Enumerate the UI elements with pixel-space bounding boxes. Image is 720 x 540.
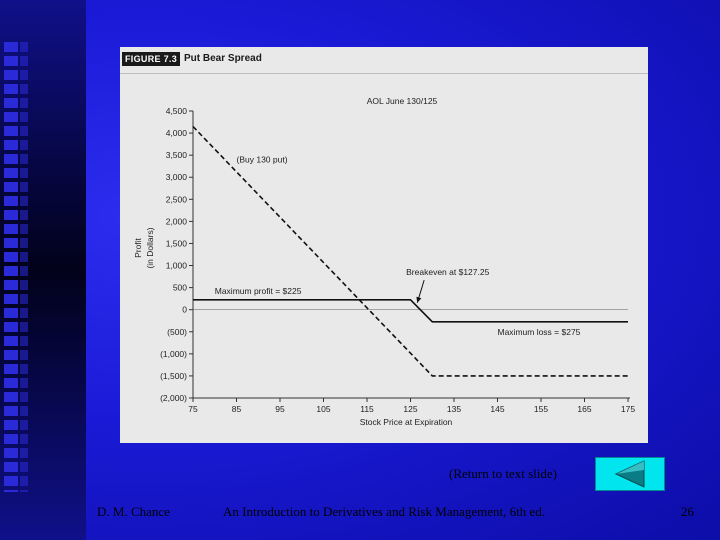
x-tick-label: 155 [534, 404, 548, 414]
y-tick-label: 4,000 [166, 128, 188, 138]
footer-author: D. M. Chance [97, 504, 170, 519]
y-axis-label: Profit (in Dollars) [133, 227, 155, 268]
x-tick-label: 105 [316, 404, 330, 414]
y-tick-label: 1,000 [166, 261, 188, 271]
y-tick-label: 500 [173, 283, 187, 293]
x-tick-label: 95 [275, 404, 285, 414]
y-tick-label: 2,500 [166, 194, 188, 204]
x-tick-label: 75 [188, 404, 198, 414]
y-tick-label: (2,000) [160, 393, 187, 403]
x-axis-label: Stock Price at Expiration [360, 417, 453, 427]
y-tick-label: (1,500) [160, 371, 187, 381]
back-arrow-icon [614, 460, 645, 488]
x-tick-label: 115 [360, 404, 374, 414]
footer-book-title: An Introduction to Derivatives and Risk … [223, 504, 546, 519]
return-to-text-slide-link[interactable]: (Return to text slide) [449, 466, 557, 481]
chart-subtitle: AOL June 130/125 [367, 96, 438, 106]
y-tick-label: (500) [167, 327, 187, 337]
series-line-bear-spread [193, 299, 628, 323]
y-tick-label: 4,500 [166, 106, 188, 116]
y-tick-label: 0 [182, 305, 187, 315]
figure-panel: FIGURE 7.3 Put Bear Spread AOL June 130/… [120, 47, 648, 443]
y-tick-label: 3,000 [166, 172, 188, 182]
x-tick-label: 175 [621, 404, 635, 414]
return-button[interactable] [595, 457, 665, 491]
y-axis-label-line-1: Profit [133, 237, 143, 257]
figure-header: FIGURE 7.3 Put Bear Spread [120, 47, 648, 74]
y-tick-label: (1,000) [160, 349, 187, 359]
annotation-breakeven: Breakeven at $127.25 [406, 267, 489, 277]
y-tick-label: 1,500 [166, 238, 188, 248]
put-bear-spread-chart: AOL June 130/125 Stock Price at Expirati… [133, 96, 635, 427]
left-decorative-strip [0, 0, 86, 540]
figure-label: FIGURE 7.3 [122, 52, 181, 66]
x-tick-label: 165 [577, 404, 591, 414]
footer-page-number: 26 [681, 504, 694, 519]
annotation-max-loss: Maximum loss = $275 [498, 327, 581, 337]
y-axis-label-line-2: (in Dollars) [145, 227, 155, 268]
annotation-max-profit: Maximum profit = $225 [215, 286, 302, 296]
x-tick-label: 135 [447, 404, 461, 414]
x-tick-label: 85 [232, 404, 242, 414]
breakeven-arrow-head [416, 296, 422, 303]
y-tick-label: 2,000 [166, 216, 188, 226]
decorative-squares-secondary [20, 42, 28, 492]
decorative-squares [4, 42, 18, 492]
y-tick-label: 3,500 [166, 150, 188, 160]
x-tick-label: 125 [403, 404, 417, 414]
x-tick-label: 145 [490, 404, 504, 414]
annotation-buy-put: (Buy 130 put) [237, 155, 288, 165]
figure-title: Put Bear Spread [184, 53, 262, 64]
series-line-buy-put [192, 125, 628, 377]
